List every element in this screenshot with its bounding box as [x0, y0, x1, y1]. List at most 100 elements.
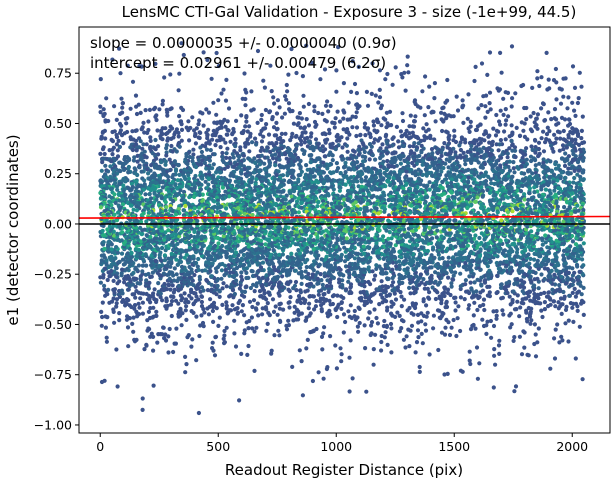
data-point	[224, 325, 229, 330]
data-point	[369, 144, 374, 149]
data-point	[135, 159, 140, 164]
data-point	[143, 252, 148, 257]
data-point	[490, 139, 495, 144]
data-point	[176, 130, 181, 135]
data-point	[407, 136, 412, 141]
data-point	[296, 173, 301, 178]
data-point	[114, 347, 119, 352]
data-point	[566, 95, 571, 100]
data-point	[322, 154, 327, 159]
data-point	[177, 114, 182, 119]
data-point	[429, 147, 435, 152]
data-point	[146, 271, 151, 277]
data-point	[212, 152, 217, 157]
data-point	[196, 256, 201, 262]
data-point	[240, 130, 245, 136]
data-point	[455, 108, 461, 113]
data-point	[214, 170, 219, 175]
data-point	[526, 169, 531, 174]
data-point	[324, 283, 330, 289]
data-point	[444, 299, 449, 304]
data-point	[453, 308, 458, 313]
data-point	[409, 311, 414, 316]
data-point	[199, 285, 205, 290]
data-point	[259, 112, 264, 118]
data-point	[416, 141, 421, 146]
data-point	[259, 117, 264, 122]
data-point	[100, 160, 105, 165]
data-point	[304, 117, 309, 122]
data-point	[497, 119, 502, 124]
data-point	[247, 318, 252, 324]
data-point	[209, 274, 214, 279]
data-point	[581, 285, 586, 290]
data-point	[489, 335, 494, 340]
data-point	[144, 342, 149, 347]
data-point	[454, 333, 459, 339]
data-point	[385, 158, 390, 164]
data-point	[542, 276, 547, 282]
data-point	[155, 128, 160, 133]
data-point	[469, 160, 474, 165]
data-point	[581, 158, 586, 163]
data-point	[139, 169, 144, 174]
data-point	[545, 87, 550, 92]
data-point	[243, 141, 248, 146]
data-point	[479, 61, 485, 66]
data-point	[475, 277, 480, 282]
data-point	[423, 328, 429, 333]
data-point	[369, 331, 374, 336]
data-point	[394, 124, 399, 129]
data-point	[566, 318, 571, 323]
data-point	[134, 104, 139, 109]
data-point	[168, 72, 173, 77]
data-point	[352, 314, 357, 319]
data-point	[554, 97, 559, 102]
data-point	[527, 261, 532, 266]
data-point	[372, 137, 377, 142]
data-point	[219, 268, 224, 273]
data-point	[517, 133, 523, 138]
data-point	[422, 138, 427, 143]
data-point	[169, 136, 174, 141]
data-point	[109, 159, 114, 164]
data-point	[447, 332, 453, 338]
data-point	[209, 76, 214, 81]
data-point	[481, 94, 486, 99]
data-point	[509, 138, 514, 144]
data-point	[217, 170, 223, 175]
data-point	[132, 303, 138, 308]
data-point	[194, 314, 199, 319]
data-point	[198, 130, 203, 135]
data-point	[347, 252, 352, 258]
data-point	[535, 126, 540, 131]
data-point	[204, 277, 209, 283]
data-point	[332, 121, 337, 126]
data-point	[471, 322, 476, 328]
data-point	[554, 122, 559, 127]
data-point	[186, 128, 191, 133]
data-point	[133, 128, 138, 133]
data-point	[331, 293, 337, 298]
data-point	[162, 336, 167, 341]
data-point	[528, 309, 533, 314]
data-point	[483, 104, 488, 109]
data-point	[427, 290, 432, 295]
data-point	[215, 138, 220, 143]
data-point	[221, 87, 226, 92]
data-point	[407, 144, 412, 149]
data-point	[457, 250, 462, 255]
data-point	[262, 161, 267, 166]
data-point	[407, 131, 412, 136]
data-point	[483, 115, 488, 120]
data-point	[400, 75, 405, 80]
data-point	[344, 143, 349, 148]
data-point	[292, 149, 297, 154]
data-point	[301, 93, 306, 98]
data-point	[132, 292, 137, 297]
data-point	[329, 171, 334, 176]
data-point	[454, 94, 459, 99]
data-point	[105, 277, 110, 283]
data-point	[403, 175, 408, 180]
data-point	[435, 308, 441, 313]
